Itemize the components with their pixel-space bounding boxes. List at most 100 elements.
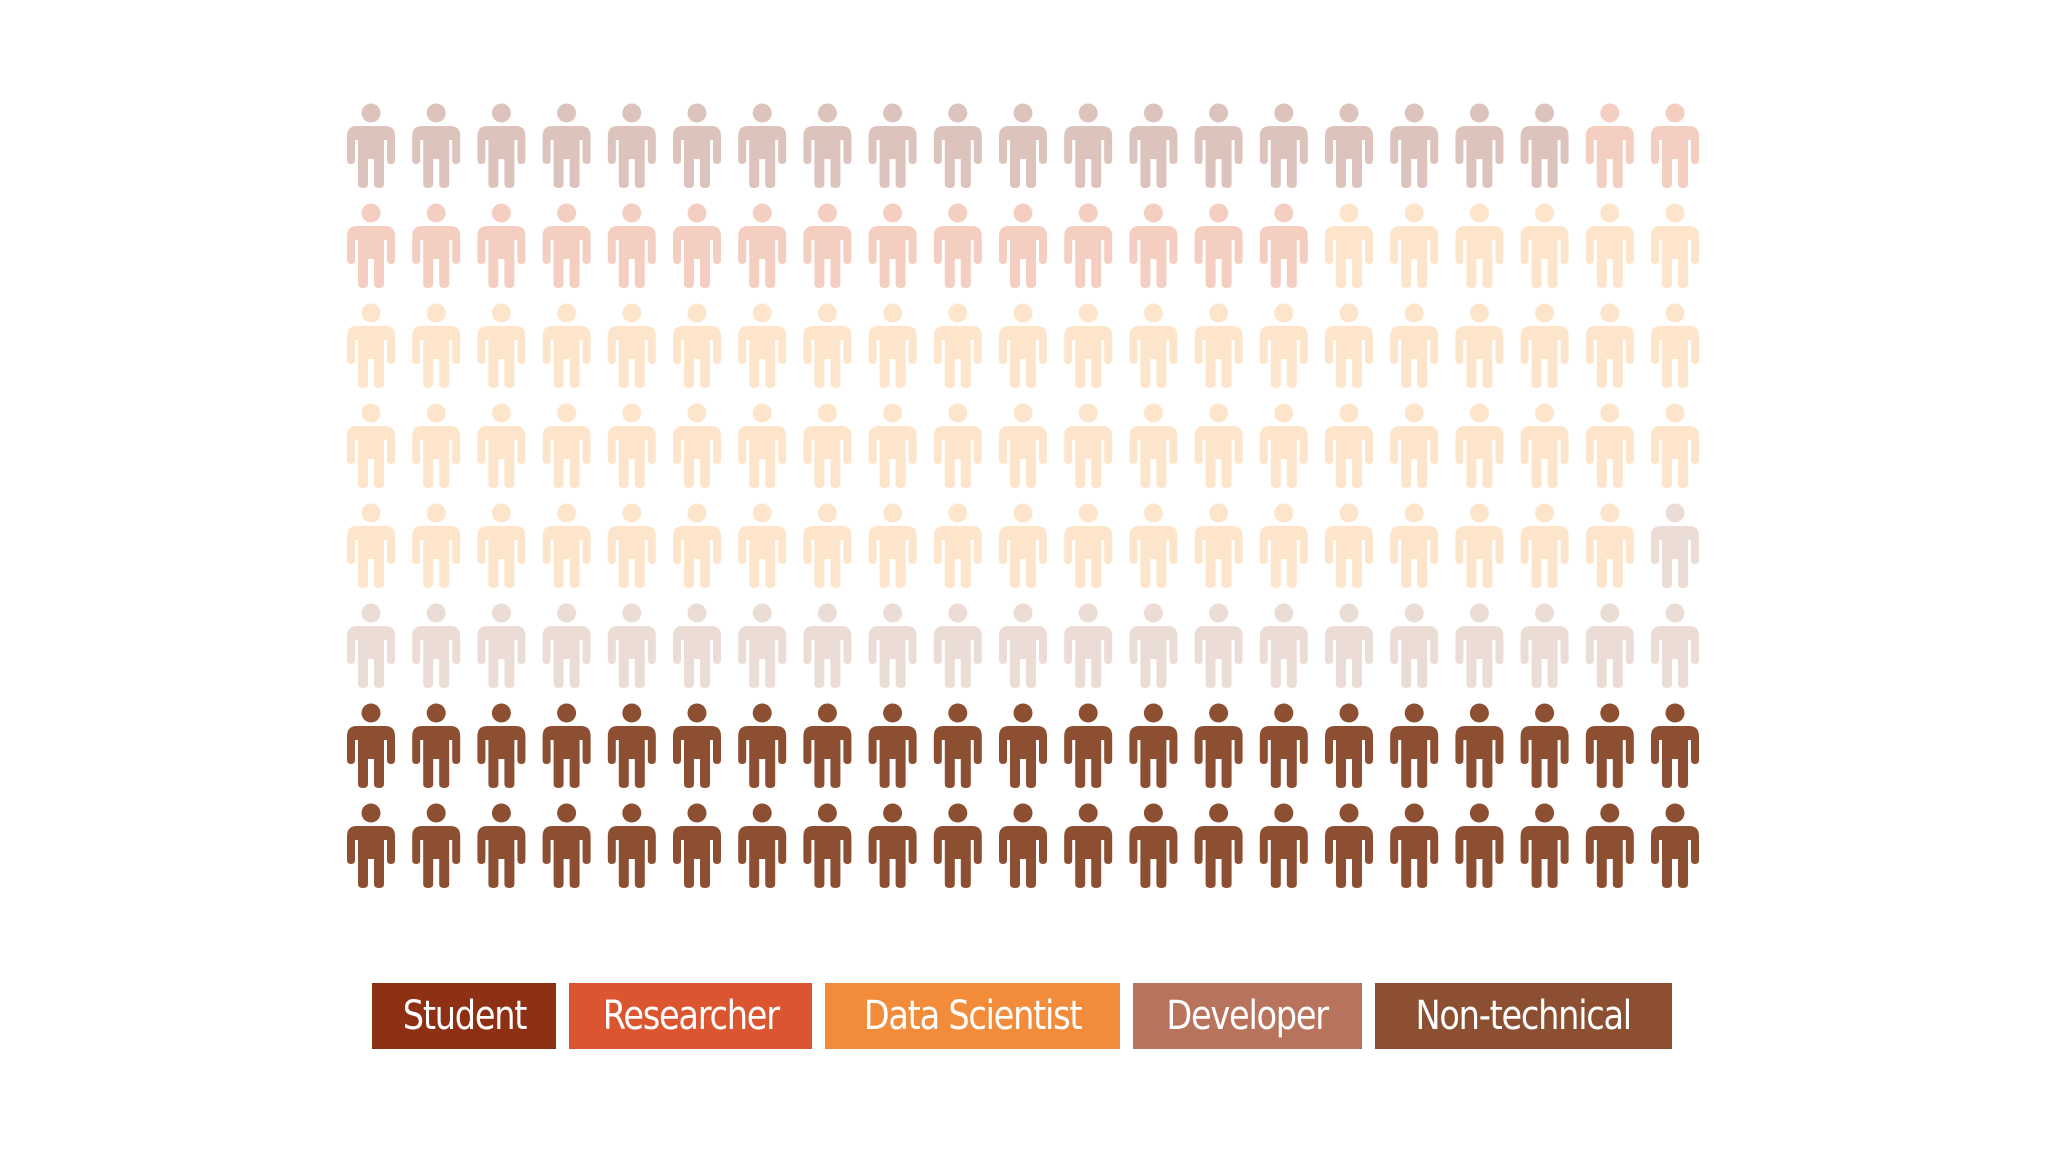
person-icon bbox=[1259, 603, 1308, 688]
person-icon bbox=[542, 503, 591, 588]
person-icon bbox=[868, 203, 917, 288]
pictogram-grid bbox=[347, 103, 1699, 888]
person-icon bbox=[412, 803, 461, 888]
person-icon bbox=[1390, 603, 1439, 688]
person-icon bbox=[542, 203, 591, 288]
person-icon bbox=[673, 803, 721, 888]
person-icon bbox=[1129, 303, 1178, 388]
person-icon bbox=[347, 603, 395, 688]
person-icon bbox=[347, 503, 395, 588]
person-icon bbox=[412, 203, 461, 288]
person-icon bbox=[1651, 503, 1699, 588]
person-icon bbox=[803, 103, 852, 188]
person-icon bbox=[477, 103, 526, 188]
person-icon bbox=[1129, 403, 1178, 488]
person-icon bbox=[1390, 803, 1439, 888]
person-icon bbox=[673, 203, 721, 288]
person-icon bbox=[738, 603, 787, 688]
person-icon bbox=[803, 603, 852, 688]
person-icon bbox=[1651, 603, 1699, 688]
person-icon bbox=[542, 403, 591, 488]
person-icon bbox=[1194, 303, 1243, 388]
legend: Student Researcher Data Scientist Develo… bbox=[372, 983, 1672, 1049]
person-icon bbox=[999, 503, 1047, 588]
person-icon bbox=[1520, 303, 1569, 388]
person-icon bbox=[1259, 103, 1308, 188]
person-icon bbox=[347, 203, 395, 288]
person-icon bbox=[1520, 103, 1569, 188]
person-icon bbox=[999, 103, 1047, 188]
person-icon bbox=[1064, 803, 1113, 888]
person-icon bbox=[1064, 103, 1113, 188]
person-icon bbox=[868, 303, 917, 388]
person-icon bbox=[933, 303, 982, 388]
person-icon bbox=[1390, 303, 1439, 388]
person-icon bbox=[542, 803, 591, 888]
person-icon bbox=[1455, 403, 1504, 488]
person-icon bbox=[1390, 503, 1439, 588]
person-icon bbox=[412, 503, 461, 588]
person-icon bbox=[542, 703, 591, 788]
person-icon bbox=[999, 603, 1047, 688]
person-icon bbox=[1259, 503, 1308, 588]
person-icon bbox=[412, 303, 461, 388]
person-icon bbox=[738, 703, 787, 788]
person-icon bbox=[412, 103, 461, 188]
person-icon bbox=[607, 603, 656, 688]
person-icon bbox=[1455, 703, 1504, 788]
person-icon bbox=[1129, 103, 1178, 188]
person-icon bbox=[412, 403, 461, 488]
person-icon bbox=[868, 403, 917, 488]
person-icon bbox=[347, 103, 395, 188]
person-icon bbox=[1585, 803, 1634, 888]
person-icon bbox=[607, 103, 656, 188]
legend-item-data-scientist: Data Scientist bbox=[825, 983, 1120, 1049]
person-icon bbox=[868, 103, 917, 188]
person-icon bbox=[1585, 303, 1634, 388]
person-icon bbox=[673, 603, 721, 688]
person-icon bbox=[1455, 103, 1504, 188]
person-icon bbox=[1651, 803, 1699, 888]
person-icon bbox=[1455, 303, 1504, 388]
person-icon bbox=[1390, 403, 1439, 488]
person-icon bbox=[1129, 803, 1178, 888]
person-icon bbox=[1390, 103, 1439, 188]
person-icon bbox=[1129, 603, 1178, 688]
person-icon bbox=[933, 603, 982, 688]
person-icon bbox=[738, 103, 787, 188]
legend-item-developer: Developer bbox=[1133, 983, 1362, 1049]
person-icon bbox=[477, 303, 526, 388]
person-icon bbox=[1520, 803, 1569, 888]
person-icon bbox=[477, 803, 526, 888]
person-icon bbox=[1325, 403, 1373, 488]
person-icon bbox=[542, 303, 591, 388]
person-icon bbox=[1585, 403, 1634, 488]
person-icon bbox=[1455, 503, 1504, 588]
person-icon bbox=[1259, 303, 1308, 388]
person-icon bbox=[607, 203, 656, 288]
person-icon bbox=[1259, 203, 1308, 288]
person-icon bbox=[1585, 503, 1634, 588]
person-icon bbox=[1651, 103, 1699, 188]
person-icon bbox=[1651, 703, 1699, 788]
person-icon bbox=[1585, 203, 1634, 288]
person-icon bbox=[607, 303, 656, 388]
person-icon bbox=[607, 503, 656, 588]
person-icon bbox=[1325, 303, 1373, 388]
person-icon bbox=[1194, 603, 1243, 688]
person-icon bbox=[999, 203, 1047, 288]
person-icon bbox=[1455, 803, 1504, 888]
person-icon bbox=[999, 303, 1047, 388]
person-icon bbox=[1064, 703, 1113, 788]
person-icon bbox=[868, 603, 917, 688]
person-icon bbox=[347, 303, 395, 388]
person-icon bbox=[1520, 603, 1569, 688]
person-icon bbox=[868, 503, 917, 588]
person-icon bbox=[1390, 703, 1439, 788]
person-icon bbox=[1194, 403, 1243, 488]
person-icon bbox=[933, 403, 982, 488]
person-icon bbox=[477, 403, 526, 488]
person-icon bbox=[738, 503, 787, 588]
person-icon bbox=[1455, 203, 1504, 288]
person-icon bbox=[542, 603, 591, 688]
